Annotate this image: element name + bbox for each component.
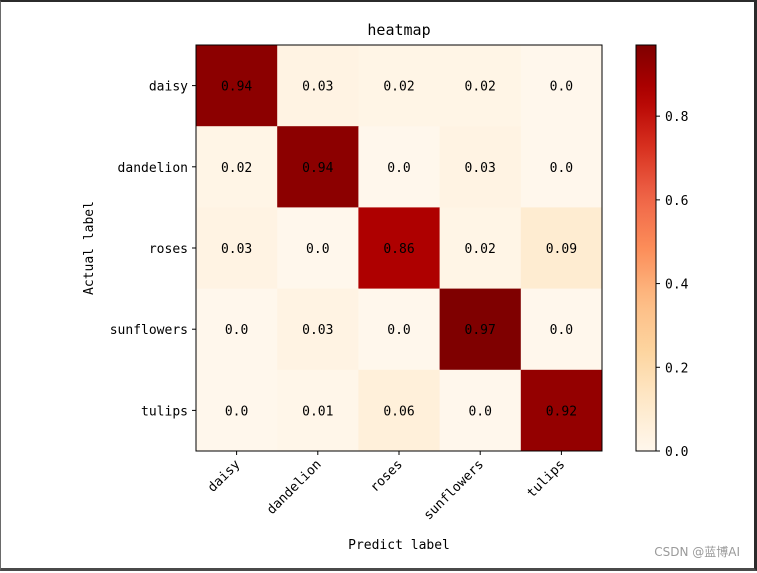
cell-value-label: 0.0 [550, 323, 573, 338]
y-axis-label: Actual label [82, 201, 97, 295]
x-tick-label: tulips [524, 457, 568, 501]
heatmap-cell [196, 45, 278, 127]
cell-value-label: 0.86 [383, 242, 414, 257]
colorbar [635, 44, 657, 452]
colorbar-tick-label: 0.2 [665, 361, 688, 376]
cell-value-label: 0.0 [306, 242, 329, 257]
cell-value-label: 0.03 [302, 323, 333, 338]
heatmap-cell [439, 288, 522, 371]
cell-value-label: 0.94 [221, 80, 252, 95]
heatmap-cell [196, 207, 278, 290]
colorbar-tick-label: 0.6 [665, 194, 688, 209]
y-tick-label: dandelion [118, 161, 188, 176]
heatmap-cells: 0.94 0.03 0.02 0.02 0.0 0.02 0.94 0.0 0.03 0.0 0.0… [196, 45, 603, 452]
heatmap-cell [439, 369, 522, 452]
cell-value-label: 0.0 [225, 404, 248, 419]
x-axis-ticks: daisy dandelion roses sunflowers tulips [205, 451, 568, 523]
cell-value-label: 0.02 [221, 161, 252, 176]
cell-value-label: 0.0 [387, 323, 410, 338]
heatmap-cell [520, 288, 603, 371]
colorbar-tick-label: 0.8 [665, 110, 688, 125]
cell-value-label: 0.0 [550, 80, 573, 95]
y-tick-label: daisy [149, 80, 188, 95]
heatmap-cell [358, 126, 441, 208]
cell-value-label: 0.0 [225, 323, 248, 338]
heatmap-cell [439, 126, 522, 208]
heatmap-cell [439, 45, 522, 127]
cell-value-label: 0.0 [550, 161, 573, 176]
heatmap-cell [277, 207, 359, 290]
x-axis-label: Predict label [348, 538, 450, 553]
y-axis-ticks: daisy dandelion roses sunflowers tulips [110, 80, 196, 419]
heatmap-cell [196, 288, 278, 371]
cell-value-label: 0.92 [546, 404, 577, 419]
cell-value-label: 0.01 [302, 404, 333, 419]
cell-value-label: 0.02 [465, 242, 496, 257]
heatmap-cell [439, 207, 522, 290]
colorbar-ticks: 0.0 0.2 0.4 0.6 0.8 [656, 110, 689, 460]
cell-value-label: 0.03 [465, 161, 496, 176]
y-tick-label: roses [149, 242, 188, 257]
y-tick-label: tulips [141, 404, 188, 419]
watermark: CSDN @蓝博AI [654, 545, 740, 559]
cell-value-label: 0.97 [465, 323, 496, 338]
colorbar-tick-label: 0.4 [665, 278, 689, 293]
chart-title: heatmap [367, 21, 430, 39]
cell-value-label: 0.03 [302, 80, 333, 95]
heatmap-cell [520, 45, 603, 127]
heatmap-cell [277, 288, 359, 371]
cell-value-label: 0.02 [465, 80, 496, 95]
heatmap-cell [520, 207, 603, 290]
heatmap-cell [520, 126, 603, 208]
x-tick-label: roses [368, 457, 406, 495]
y-tick-label: sunflowers [110, 323, 188, 338]
heatmap-cell [358, 288, 441, 371]
heatmap-cell [196, 369, 278, 452]
cell-value-label: 0.02 [383, 80, 414, 95]
cell-value-label: 0.94 [302, 161, 333, 176]
x-tick-label: daisy [205, 457, 243, 495]
cell-value-label: 0.03 [221, 242, 252, 257]
colorbar-tick-label: 0.0 [665, 445, 688, 460]
cell-value-label: 0.06 [383, 404, 414, 419]
cell-value-label: 0.0 [468, 404, 491, 419]
heatmap-cell [358, 207, 441, 290]
heatmap-cell [277, 126, 359, 208]
heatmap-cell [358, 369, 441, 452]
heatmap-cell [520, 369, 603, 452]
x-tick-label: sunflowers [421, 457, 487, 523]
cell-value-label: 0.09 [546, 242, 577, 257]
x-tick-label: dandelion [264, 457, 324, 517]
heatmap-cell [196, 126, 278, 208]
heatmap-cell [277, 45, 359, 127]
heatmap-cell [358, 45, 441, 127]
cell-value-label: 0.0 [387, 161, 410, 176]
heatmap-cell [277, 369, 359, 452]
